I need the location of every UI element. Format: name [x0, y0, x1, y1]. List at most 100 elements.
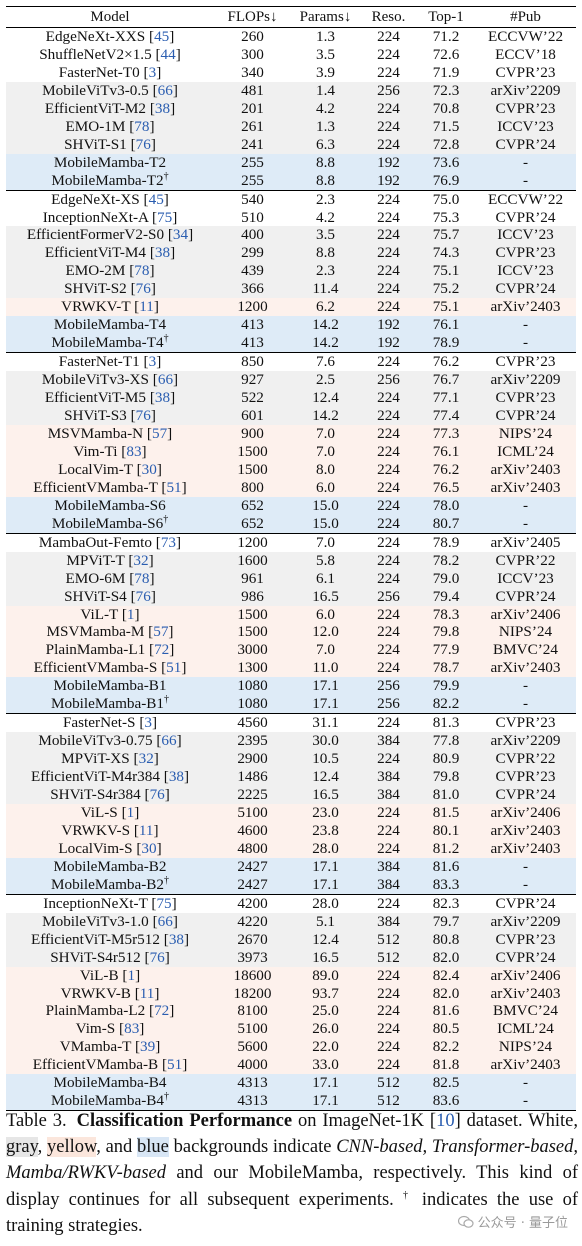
citation-link[interactable]: 38 — [168, 768, 184, 786]
citation-link[interactable]: 38 — [154, 389, 171, 407]
caption-gray-word: gray — [6, 1137, 38, 1158]
dagger-mark: † — [164, 875, 170, 886]
citation-link[interactable]: 30 — [141, 460, 157, 478]
cell-flops: 4560 — [214, 713, 291, 733]
cell-reso: 224 — [360, 389, 417, 408]
citation-link[interactable]: 76 — [149, 786, 165, 804]
cell-flops: 4800 — [214, 839, 291, 858]
cell-top1: 72.6 — [417, 45, 475, 64]
cell-pub: CVPR’24 — [475, 135, 576, 154]
cell-pub: NIPS’24 — [475, 1038, 576, 1057]
cell-pub: CVPR’23 — [475, 352, 576, 372]
cell-top1: 79.8 — [417, 623, 475, 642]
cell-reso: 512 — [360, 930, 417, 949]
cell-params: 14.2 — [291, 316, 360, 335]
citation-link[interactable]: 32 — [138, 750, 154, 768]
table-row: EfficientVMamba-S [51] 1300 11.0 224 78.7 arX… — [6, 659, 576, 678]
citation-link[interactable]: 1 — [126, 605, 135, 623]
cell-top1: 81.6 — [417, 857, 475, 876]
table-row: MobileMamba-T2† 255 8.8 192 76.9- — [6, 171, 576, 191]
citation-link[interactable]: 51 — [166, 478, 182, 496]
citation-link[interactable]: 32 — [133, 551, 149, 569]
cell-params: 16.5 — [291, 587, 360, 606]
cell-reso: 384 — [360, 768, 417, 787]
citation-link[interactable]: 3 — [148, 63, 157, 81]
cell-top1: 82.4 — [417, 966, 475, 985]
model-name: LocalVim-T — [58, 460, 133, 478]
cell-pub: arXiv’2406 — [475, 966, 576, 985]
cell-model: PlainMamba-L2 [72] — [6, 1002, 214, 1021]
cell-params: 11.4 — [291, 280, 360, 299]
citation-link[interactable]: 66 — [157, 81, 173, 99]
cell-flops: 18600 — [214, 966, 291, 985]
citation-link[interactable]: 11 — [139, 984, 155, 1002]
citation-link[interactable]: 75 — [156, 894, 172, 912]
model-name: MSVMamba-N — [47, 424, 144, 442]
citation-link[interactable]: 75 — [157, 208, 173, 226]
cell-reso: 224 — [360, 190, 417, 209]
citation-link[interactable]: 76 — [135, 135, 151, 153]
cell-pub: - — [475, 496, 576, 515]
citation-link[interactable]: 1 — [127, 966, 136, 984]
citation-link[interactable]: 78 — [134, 262, 150, 280]
citation-link[interactable]: 78 — [134, 569, 150, 587]
citation-link[interactable]: 51 — [166, 659, 182, 677]
model-name: EMO-2M — [65, 262, 126, 280]
cell-model: MobileMamba-B4† — [6, 1092, 214, 1111]
cell-flops: 510 — [214, 208, 291, 227]
citation-link[interactable]: 1 — [126, 803, 135, 821]
citation-link[interactable]: 57 — [153, 623, 169, 641]
citation-link[interactable]: 66 — [157, 912, 173, 930]
cell-pub: arXiv’2403 — [475, 839, 576, 858]
cell-top1: 75.0 — [417, 190, 475, 209]
citation-link[interactable]: 83 — [124, 1020, 140, 1038]
cell-top1: 72.8 — [417, 135, 475, 154]
citation-link[interactable]: 30 — [141, 839, 157, 857]
citation-link[interactable]: 38 — [154, 99, 171, 117]
cell-params: 31.1 — [291, 713, 360, 733]
citation-link[interactable]: 73 — [160, 533, 177, 551]
citation-link[interactable]: 34 — [172, 226, 189, 244]
model-name: FasterNet-T1 — [58, 353, 140, 371]
citation-link[interactable]: 38 — [168, 930, 184, 948]
caption-citation[interactable]: 10 — [436, 1111, 455, 1131]
cell-top1: 78.7 — [417, 659, 475, 678]
cell-reso: 224 — [360, 713, 417, 733]
cell-pub: - — [475, 171, 576, 191]
citation-link[interactable]: 3 — [144, 714, 152, 732]
cell-reso: 224 — [360, 641, 417, 660]
caption-text-5: backgrounds indicate — [168, 1137, 337, 1158]
citation-link[interactable]: 76 — [135, 280, 151, 298]
citation-link[interactable]: 11 — [138, 821, 154, 839]
citation-link[interactable]: 38 — [154, 244, 171, 262]
cell-model: ViL-T [1] — [6, 605, 214, 624]
citation-link[interactable]: 72 — [154, 1002, 170, 1020]
cell-params: 8.8 — [291, 153, 360, 172]
citation-link[interactable]: 3 — [148, 353, 157, 371]
cell-pub: arXiv’2403 — [475, 821, 576, 840]
cell-reso: 224 — [360, 262, 417, 281]
citation-link[interactable]: 66 — [157, 371, 174, 389]
citation-link[interactable]: 39 — [140, 1038, 156, 1056]
citation-link[interactable]: 57 — [151, 424, 168, 442]
citation-link[interactable]: 83 — [126, 442, 142, 460]
cell-top1: 80.9 — [417, 750, 475, 769]
citation-link[interactable]: 76 — [135, 407, 151, 425]
citation-link[interactable]: 72 — [154, 641, 170, 659]
cell-params: 33.0 — [291, 1056, 360, 1075]
citation-link[interactable]: 78 — [134, 117, 150, 135]
citation-link[interactable]: 76 — [135, 587, 151, 605]
cell-model: VRWKV-S [11] — [6, 821, 214, 840]
table-row: Vim-S [83] 5100 26.0 224 80.5 ICML’24 — [6, 1020, 576, 1039]
table-row: EfficientViT-M4 [38] 299 8.8 224 74.3 CVPR’23 — [6, 244, 576, 263]
citation-link[interactable]: 66 — [161, 732, 177, 750]
citation-link[interactable]: 44 — [160, 45, 176, 63]
citation-link[interactable]: 11 — [139, 298, 154, 316]
citation-link[interactable]: 45 — [154, 28, 170, 45]
cell-top1: 75.2 — [417, 280, 475, 299]
citation-link[interactable]: 76 — [149, 948, 165, 966]
table-row: EfficientViT-M4r384 [38] 1486 12.4 384 79.8 C… — [6, 768, 576, 787]
table-row: SHViT-S2 [76] 366 11.4 224 75.2 CVPR’24 — [6, 280, 576, 299]
citation-link[interactable]: 51 — [167, 1056, 183, 1074]
citation-link[interactable]: 45 — [148, 190, 164, 208]
